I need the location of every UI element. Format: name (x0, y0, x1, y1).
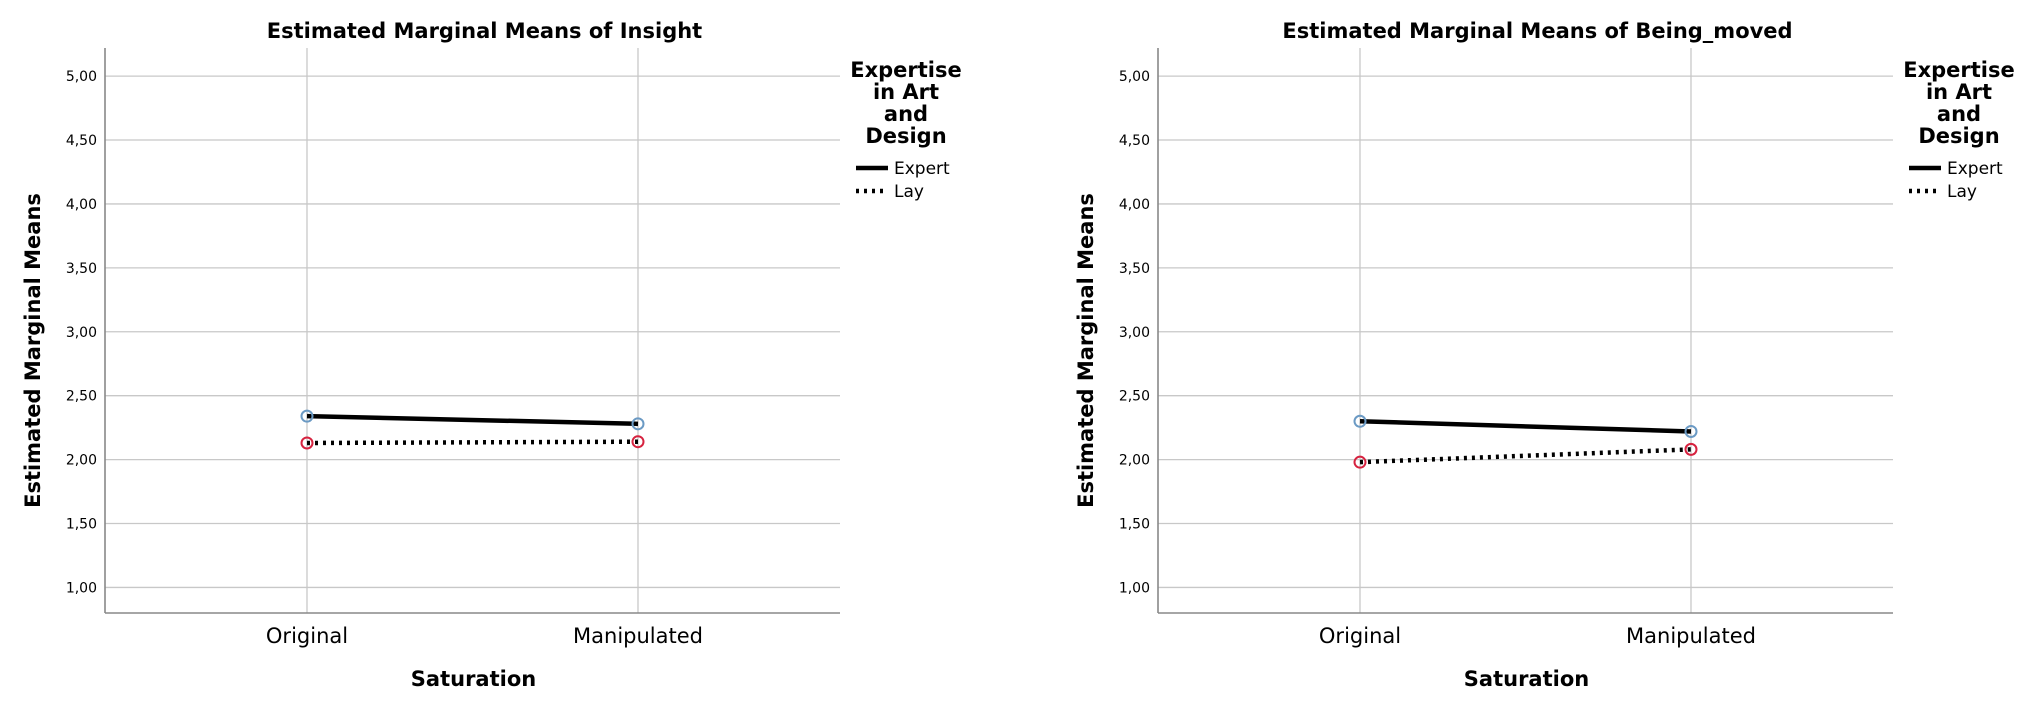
legend-title-line: and (884, 102, 928, 126)
x-axis-title: Saturation (1464, 667, 1589, 691)
series-line-expert (1359, 419, 1692, 434)
y-tick-label: 3,00 (1119, 325, 1150, 341)
y-axis-title: Estimated Marginal Means (1074, 193, 1098, 508)
legend-title-line: in Art (1926, 80, 1992, 104)
legend-label-expert: Expert (894, 159, 950, 179)
y-tick-label: 4,50 (1119, 133, 1150, 149)
legend-label-expert: Expert (1947, 159, 2003, 179)
data-point-expert (631, 417, 645, 431)
legend-label-lay: Lay (1947, 182, 1977, 202)
data-point-lay (1353, 455, 1367, 469)
legend-title-line: Expertise (1903, 58, 2015, 82)
y-axis-title: Estimated Marginal Means (21, 193, 45, 508)
y-tick-label: 5,00 (66, 69, 97, 85)
y-tick-label: 2,50 (1119, 389, 1150, 405)
x-axis-title: Saturation (411, 667, 536, 691)
data-point-lay (1684, 442, 1698, 456)
chart-panel-1: 1,00 1,50 2,00 2,50 3,00 3,50 4,00 4,50 5,00 Orig… (21, 19, 962, 691)
x-tick-label: Original (1319, 624, 1401, 648)
x-tick-label: Manipulated (1626, 624, 1756, 648)
chart-panel-2: 1,00 1,50 2,00 2,50 3,00 3,50 4,00 4,50 5,00 Orig… (1074, 19, 2015, 691)
y-tick-label: 4,00 (1119, 197, 1150, 213)
chart-title: Estimated Marginal Means of Insight (267, 19, 702, 43)
y-tick-label: 1,00 (1119, 580, 1150, 596)
data-point-lay (631, 435, 645, 449)
legend-title-line: Design (1918, 124, 1999, 148)
y-tick-label: 2,50 (66, 389, 97, 405)
y-tick-label: 1,50 (1119, 517, 1150, 533)
legend-title-line: in Art (873, 80, 939, 104)
y-tick-label: 3,50 (66, 261, 97, 277)
y-tick-label: 2,00 (1119, 453, 1150, 469)
legend-title-line: and (1937, 102, 1981, 126)
legend-title-line: Expertise (850, 58, 962, 82)
y-tick-label: 1,50 (66, 517, 97, 533)
y-tick-label: 1,00 (66, 580, 97, 596)
data-point-lay (300, 436, 314, 450)
data-point-expert (300, 409, 314, 423)
chart-title: Estimated Marginal Means of Being_moved (1282, 19, 1792, 43)
y-tick-label: 3,00 (66, 325, 97, 341)
y-tick-label: 5,00 (1119, 69, 1150, 85)
data-point-expert (1684, 424, 1698, 438)
series-line-expert (306, 413, 639, 427)
y-tick-label: 4,00 (66, 197, 97, 213)
x-tick-label: Original (266, 624, 348, 648)
series-line-lay (306, 439, 639, 446)
data-point-expert (1353, 414, 1367, 428)
y-tick-label: 3,50 (1119, 261, 1150, 277)
x-tick-label: Manipulated (573, 624, 703, 648)
legend-title-line: Design (865, 124, 946, 148)
y-tick-label: 2,00 (66, 453, 97, 469)
y-tick-label: 4,50 (66, 133, 97, 149)
legend-label-lay: Lay (894, 182, 924, 202)
